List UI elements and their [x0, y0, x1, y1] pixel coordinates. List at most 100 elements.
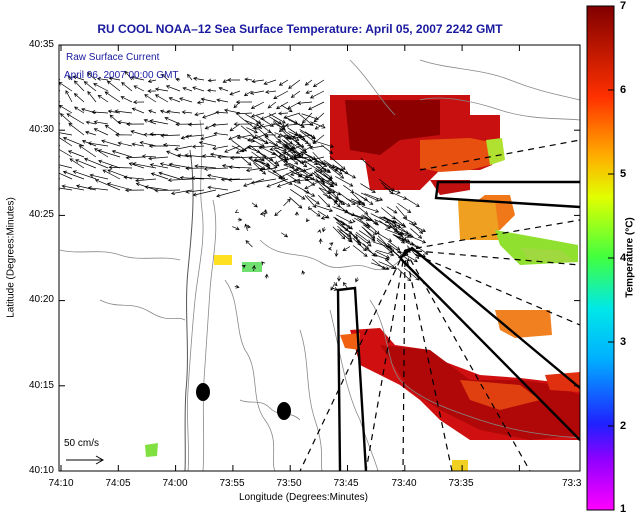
current-vector — [244, 77, 253, 82]
current-vector — [411, 242, 429, 255]
current-vector — [175, 77, 181, 82]
current-vector — [202, 112, 217, 119]
current-vector — [108, 165, 133, 170]
current-vector — [94, 148, 109, 158]
current-vector — [363, 227, 376, 241]
current-vector — [84, 157, 109, 169]
x-tick-label: 74:00 — [162, 478, 188, 489]
current-vector — [321, 226, 326, 233]
current-vector — [304, 131, 316, 139]
current-vector — [245, 113, 262, 124]
current-vector — [123, 175, 145, 180]
current-vector — [363, 224, 378, 235]
current-vector — [309, 90, 325, 99]
current-vector — [356, 205, 369, 215]
current-vector — [184, 153, 205, 158]
current-vector — [229, 156, 253, 160]
current-vector — [295, 139, 307, 153]
current-vector — [241, 264, 246, 269]
current-vector — [192, 86, 205, 92]
current-vector — [283, 198, 291, 207]
current-vector — [309, 145, 325, 150]
current-vector — [379, 179, 395, 192]
current-vector — [298, 113, 314, 126]
current-vector — [124, 188, 145, 193]
current-vector — [397, 228, 410, 235]
current-vector — [332, 226, 346, 240]
colorbar-tick-label: 6 — [620, 84, 627, 96]
current-vector — [393, 234, 405, 244]
current-vector — [366, 222, 380, 235]
current-vector — [354, 233, 372, 247]
current-vector — [248, 155, 265, 160]
current-vector — [101, 139, 121, 147]
current-vector — [190, 176, 217, 181]
current-vector — [149, 132, 169, 137]
current-vector — [131, 142, 145, 147]
current-vector — [383, 187, 401, 194]
current-vector — [96, 76, 109, 81]
current-vector — [207, 88, 217, 93]
current-vector — [87, 91, 97, 103]
current-vector — [370, 213, 390, 224]
current-vector — [68, 122, 85, 136]
sector-dashed-lines — [299, 139, 580, 471]
x-axis-title: Longitude (Degrees:Minutes) — [239, 492, 368, 503]
current-vector — [244, 223, 249, 231]
current-vector — [72, 75, 85, 81]
current-vector — [410, 228, 423, 239]
current-vector — [211, 123, 229, 128]
current-vector — [393, 220, 407, 228]
current-vector — [284, 116, 299, 124]
current-vector — [193, 76, 205, 81]
current-vector — [91, 110, 109, 115]
current-vector — [65, 90, 73, 103]
current-vector — [130, 130, 145, 136]
current-vector — [181, 110, 193, 115]
current-vector — [387, 242, 402, 254]
current-vector — [290, 167, 313, 176]
current-vector — [239, 115, 257, 130]
current-vector — [310, 121, 326, 129]
current-vector — [328, 194, 341, 208]
current-vector — [351, 219, 356, 224]
current-vector — [330, 284, 335, 291]
current-vector — [109, 114, 121, 125]
current-vector — [154, 87, 169, 92]
current-vector — [235, 111, 253, 116]
current-vector — [259, 146, 276, 155]
current-vector — [280, 157, 295, 169]
y-tick-label: 40:25 — [28, 209, 54, 220]
current-vector — [201, 154, 217, 159]
current-vector — [250, 101, 265, 109]
current-vector — [158, 171, 181, 180]
current-vector — [204, 123, 217, 130]
current-vector — [364, 193, 384, 201]
x-tick-label: 74:05 — [105, 478, 131, 489]
current-vector — [165, 85, 181, 92]
current-vector — [355, 231, 371, 244]
current-vector — [305, 90, 313, 95]
x-tick-label: 73:50 — [276, 478, 302, 489]
current-vector — [395, 205, 408, 220]
current-vector — [351, 192, 366, 206]
current-vector — [128, 162, 145, 169]
current-vector — [97, 94, 109, 103]
current-vector — [243, 90, 253, 97]
current-vector — [191, 144, 205, 149]
y-tick-label: 40:20 — [28, 294, 54, 305]
current-vector — [250, 112, 265, 118]
current-vector — [216, 189, 241, 198]
station-marker — [277, 402, 291, 420]
current-vector — [330, 166, 343, 175]
current-vector — [177, 153, 193, 158]
current-vector — [59, 178, 61, 180]
current-vector — [361, 206, 380, 213]
current-vector — [59, 189, 61, 191]
current-vector — [233, 101, 241, 109]
current-vector — [251, 202, 258, 208]
current-vector — [62, 170, 85, 180]
current-vector — [261, 261, 266, 266]
current-vector — [355, 238, 362, 247]
figure-title: RU COOL NOAA–12 Sea Surface Temperature:… — [97, 22, 503, 36]
